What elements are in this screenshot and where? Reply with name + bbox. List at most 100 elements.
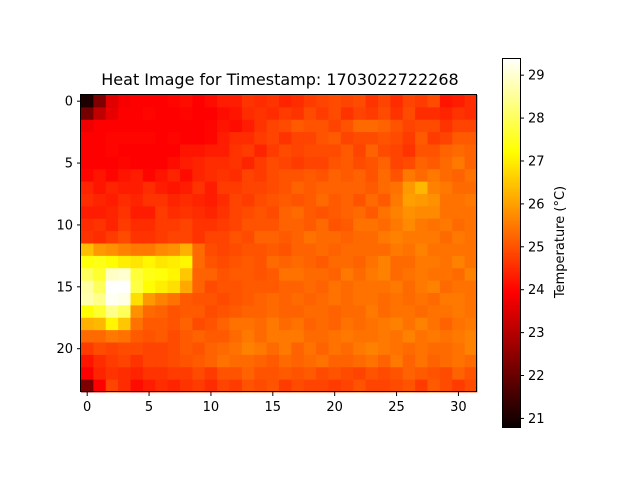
heatmap-cell: [427, 95, 441, 108]
heatmap-cell: [167, 169, 181, 183]
heatmap-cell: [266, 156, 280, 170]
colorbar-tick-label: 29: [528, 69, 545, 84]
heatmap-cell: [402, 181, 416, 195]
heatmap-cell: [180, 181, 193, 195]
heatmap-cell: [167, 156, 181, 170]
heatmap-cell: [217, 218, 230, 232]
heatmap-cell: [217, 181, 230, 195]
y-tick-label: 10: [56, 218, 73, 233]
heatmap-cell: [340, 132, 354, 145]
x-tick-label: 5: [145, 400, 153, 415]
heatmap-cell: [328, 144, 342, 158]
heatmap-cell: [439, 379, 453, 393]
heatmap-cell: [390, 255, 404, 269]
heatmap-cell: [217, 342, 230, 356]
heatmap-cell: [105, 268, 119, 282]
heatmap-cell: [130, 367, 144, 381]
heatmap-cell: [130, 255, 144, 269]
heatmap-cell: [452, 132, 466, 145]
heatmap-cell: [340, 342, 354, 356]
x-tick-label: 30: [450, 400, 467, 415]
heatmap-cell: [118, 107, 131, 121]
heatmap-cell: [291, 194, 305, 207]
heatmap-cell: [316, 379, 329, 393]
heatmap-cell: [427, 181, 441, 195]
heatmap-cell: [204, 243, 218, 257]
y-tick-label: 20: [56, 342, 73, 357]
heatmap-cell: [217, 107, 230, 121]
heatmap-cell: [167, 119, 181, 133]
heatmap-cell: [81, 119, 94, 133]
heatmap-cell: [452, 243, 466, 257]
heatmap-cell: [180, 119, 193, 133]
heatmap-cell: [402, 231, 416, 244]
heatmap-cell: [328, 255, 342, 269]
heatmap-cell: [192, 342, 206, 356]
heatmap-cell: [402, 243, 416, 257]
heatmap-cell: [464, 169, 478, 183]
heatmap-cell: [279, 119, 292, 133]
heatmap-cell: [415, 206, 428, 220]
heatmap-cell: [241, 243, 255, 257]
heatmap-cell: [130, 293, 144, 306]
heatmap-cell: [105, 132, 119, 145]
heatmap-cell: [427, 107, 441, 121]
heatmap-cell: [303, 243, 317, 257]
heatmap-cell: [303, 280, 317, 294]
heatmap-cell: [81, 293, 94, 306]
heatmap-cell: [229, 305, 243, 319]
heatmap-cell: [303, 156, 317, 170]
heatmap-cell: [118, 231, 131, 244]
heatmap-cell: [118, 132, 131, 145]
heatmap-cell: [464, 354, 478, 368]
heatmap-cell: [204, 144, 218, 158]
heatmap-cell: [192, 218, 206, 232]
heatmap-cell: [142, 317, 156, 331]
heatmap-cell: [192, 206, 206, 220]
x-tick-label: 10: [203, 400, 220, 415]
heatmap-cell: [130, 243, 144, 257]
heatmap-cell: [204, 218, 218, 232]
heatmap-cell: [378, 181, 391, 195]
heatmap-cell: [402, 194, 416, 207]
heatmap-cell: [93, 144, 107, 158]
colorbar-tick-label: 22: [528, 369, 545, 384]
heatmap-cell: [229, 206, 243, 220]
heatmap-cell: [427, 354, 441, 368]
heatmap-cell: [180, 107, 193, 121]
heatmap-cell: [167, 206, 181, 220]
heatmap-cell: [340, 354, 354, 368]
heatmap-cell: [464, 119, 478, 133]
heatmap-cell: [378, 330, 391, 343]
heatmap-cell: [353, 293, 367, 306]
heatmap-cell: [365, 218, 379, 232]
heatmap-cell: [266, 107, 280, 121]
heatmap-cell: [180, 194, 193, 207]
heatmap-cell: [93, 95, 107, 108]
heatmap-cell: [167, 132, 181, 145]
heatmap-cell: [464, 156, 478, 170]
heatmap-cell: [229, 95, 243, 108]
heatmap-cell: [130, 305, 144, 319]
heatmap-cell: [81, 107, 94, 121]
heatmap-cell: [180, 144, 193, 158]
heatmap-cell: [291, 293, 305, 306]
heatmap-cell: [291, 206, 305, 220]
heatmap-cell: [180, 280, 193, 294]
heatmap-cell: [452, 95, 466, 108]
heatmap-cell: [130, 268, 144, 282]
heatmap-cell: [142, 354, 156, 368]
heatmap-cell: [254, 218, 268, 232]
heatmap-cell: [180, 330, 193, 343]
heatmap-cell: [229, 379, 243, 393]
heatmap-cell: [93, 194, 107, 207]
heatmap-cell: [118, 218, 131, 232]
heatmap-cell: [378, 367, 391, 381]
heatmap-cell: [192, 119, 206, 133]
heatmap-cell: [402, 107, 416, 121]
heatmap-cell: [279, 268, 292, 282]
heatmap-cell: [142, 243, 156, 257]
heatmap-cell: [192, 132, 206, 145]
heatmap-cell: [390, 231, 404, 244]
